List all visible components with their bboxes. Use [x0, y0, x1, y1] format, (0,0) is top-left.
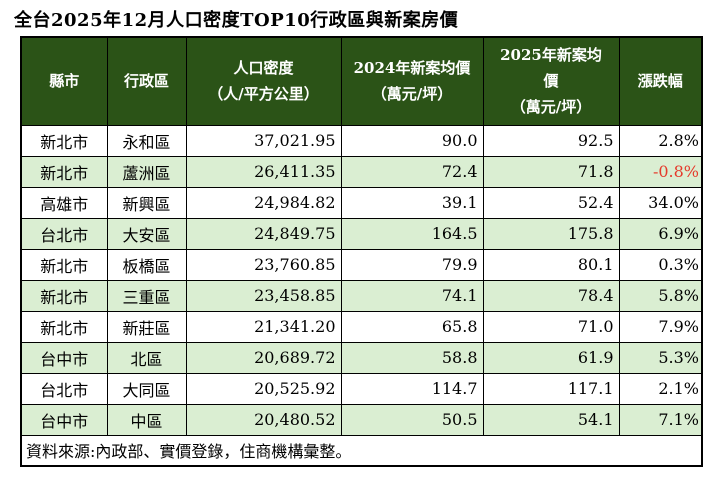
cell-price-2025: 175.8: [482, 217, 620, 250]
page-title: 全台2025年12月人口密度TOP10行政區與新案房價: [14, 10, 459, 31]
source-note: 資料來源:內政部、實價登錄，住商機構彙整。: [20, 434, 703, 467]
table-row: 台中市 北區 20,689.72 58.8 61.9 5.3%: [20, 341, 703, 374]
header-row: 縣市 行政區 人口密度 （人/平方公里） 2024年新案均價 （萬元/坪） 20…: [20, 36, 703, 126]
cell-district: 新莊區: [106, 310, 187, 343]
cell-density: 37,021.95: [185, 124, 342, 157]
cell-district: 中區: [106, 403, 187, 436]
cell-district: 三重區: [106, 279, 187, 312]
cell-density: 24,984.82: [185, 186, 342, 219]
header-price-2024: 2024年新案均價 （萬元/坪）: [340, 36, 484, 126]
cell-price-2025: 117.1: [482, 372, 620, 405]
cell-change: 6.9%: [618, 217, 703, 250]
cell-price-2024: 79.9: [340, 248, 484, 281]
table-row: 高雄市 新興區 24,984.82 39.1 52.4 34.0%: [20, 186, 703, 219]
table-row: 新北市 板橋區 23,760.85 79.9 80.1 0.3%: [20, 248, 703, 281]
table-header: 縣市 行政區 人口密度 （人/平方公里） 2024年新案均價 （萬元/坪） 20…: [20, 36, 703, 126]
header-density-line1: 人口密度: [233, 59, 294, 78]
table-row: 新北市 永和區 37,021.95 90.0 92.5 2.8%: [20, 124, 703, 157]
header-price-2025-line3: （萬元/坪）: [510, 98, 592, 117]
density-price-table: 縣市 行政區 人口密度 （人/平方公里） 2024年新案均價 （萬元/坪） 20…: [20, 36, 703, 467]
cell-price-2024: 72.4: [340, 155, 484, 188]
cell-change: 2.8%: [618, 124, 703, 157]
cell-district: 北區: [106, 341, 187, 374]
cell-county: 新北市: [20, 155, 108, 188]
cell-county: 台中市: [20, 403, 108, 436]
cell-density: 20,480.52: [185, 403, 342, 436]
cell-change-negative: -0.8%: [618, 155, 703, 188]
table-row: 台北市 大安區 24,849.75 164.5 175.8 6.9%: [20, 217, 703, 250]
cell-county: 台中市: [20, 341, 108, 374]
header-price-2025-line1: 2025年新案均: [500, 46, 602, 65]
cell-district: 大同區: [106, 372, 187, 405]
cell-price-2025: 54.1: [482, 403, 620, 436]
cell-change: 5.8%: [618, 279, 703, 312]
cell-change: 7.9%: [618, 310, 703, 343]
cell-county: 新北市: [20, 310, 108, 343]
cell-density: 26,411.35: [185, 155, 342, 188]
cell-price-2025: 78.4: [482, 279, 620, 312]
header-price-2024-line2: （萬元/坪）: [371, 85, 453, 104]
cell-price-2024: 74.1: [340, 279, 484, 312]
cell-price-2024: 65.8: [340, 310, 484, 343]
cell-price-2024: 50.5: [340, 403, 484, 436]
header-county: 縣市: [20, 36, 108, 126]
cell-price-2025: 92.5: [482, 124, 620, 157]
cell-county: 新北市: [20, 124, 108, 157]
cell-density: 23,458.85: [185, 279, 342, 312]
cell-county: 高雄市: [20, 186, 108, 219]
header-district: 行政區: [106, 36, 187, 126]
cell-county: 台北市: [20, 372, 108, 405]
cell-change: 5.3%: [618, 341, 703, 374]
cell-district: 永和區: [106, 124, 187, 157]
cell-district: 板橋區: [106, 248, 187, 281]
table-row: 新北市 蘆洲區 26,411.35 72.4 71.8 -0.8%: [20, 155, 703, 188]
cell-price-2025: 80.1: [482, 248, 620, 281]
table-row: 新北市 三重區 23,458.85 74.1 78.4 5.8%: [20, 279, 703, 312]
cell-price-2025: 61.9: [482, 341, 620, 374]
header-change: 漲跌幅: [618, 36, 703, 126]
table-body: 新北市 永和區 37,021.95 90.0 92.5 2.8% 新北市 蘆洲區…: [20, 124, 703, 467]
cell-change: 7.1%: [618, 403, 703, 436]
cell-price-2024: 58.8: [340, 341, 484, 374]
cell-density: 21,341.20: [185, 310, 342, 343]
cell-county: 台北市: [20, 217, 108, 250]
cell-price-2024: 164.5: [340, 217, 484, 250]
header-density-line2: （人/平方公里）: [208, 85, 319, 104]
cell-district: 蘆洲區: [106, 155, 187, 188]
cell-price-2025: 52.4: [482, 186, 620, 219]
header-density: 人口密度 （人/平方公里）: [185, 36, 342, 126]
header-price-2024-line1: 2024年新案均價: [353, 59, 471, 78]
cell-density: 24,849.75: [185, 217, 342, 250]
cell-change: 0.3%: [618, 248, 703, 281]
cell-county: 新北市: [20, 248, 108, 281]
cell-density: 20,525.92: [185, 372, 342, 405]
cell-density: 20,689.72: [185, 341, 342, 374]
cell-district: 新興區: [106, 186, 187, 219]
cell-district: 大安區: [106, 217, 187, 250]
header-price-2025-line2: 價: [543, 72, 559, 91]
cell-change: 34.0%: [618, 186, 703, 219]
table-row: 新北市 新莊區 21,341.20 65.8 71.0 7.9%: [20, 310, 703, 343]
cell-price-2025: 71.0: [482, 310, 620, 343]
cell-density: 23,760.85: [185, 248, 342, 281]
table-row: 台北市 大同區 20,525.92 114.7 117.1 2.1%: [20, 372, 703, 405]
cell-price-2025: 71.8: [482, 155, 620, 188]
source-row: 資料來源:內政部、實價登錄，住商機構彙整。: [20, 434, 703, 467]
cell-price-2024: 39.1: [340, 186, 484, 219]
header-price-2025: 2025年新案均 價 （萬元/坪）: [482, 36, 620, 126]
table-row: 台中市 中區 20,480.52 50.5 54.1 7.1%: [20, 403, 703, 436]
cell-change: 2.1%: [618, 372, 703, 405]
cell-price-2024: 114.7: [340, 372, 484, 405]
cell-county: 新北市: [20, 279, 108, 312]
cell-price-2024: 90.0: [340, 124, 484, 157]
